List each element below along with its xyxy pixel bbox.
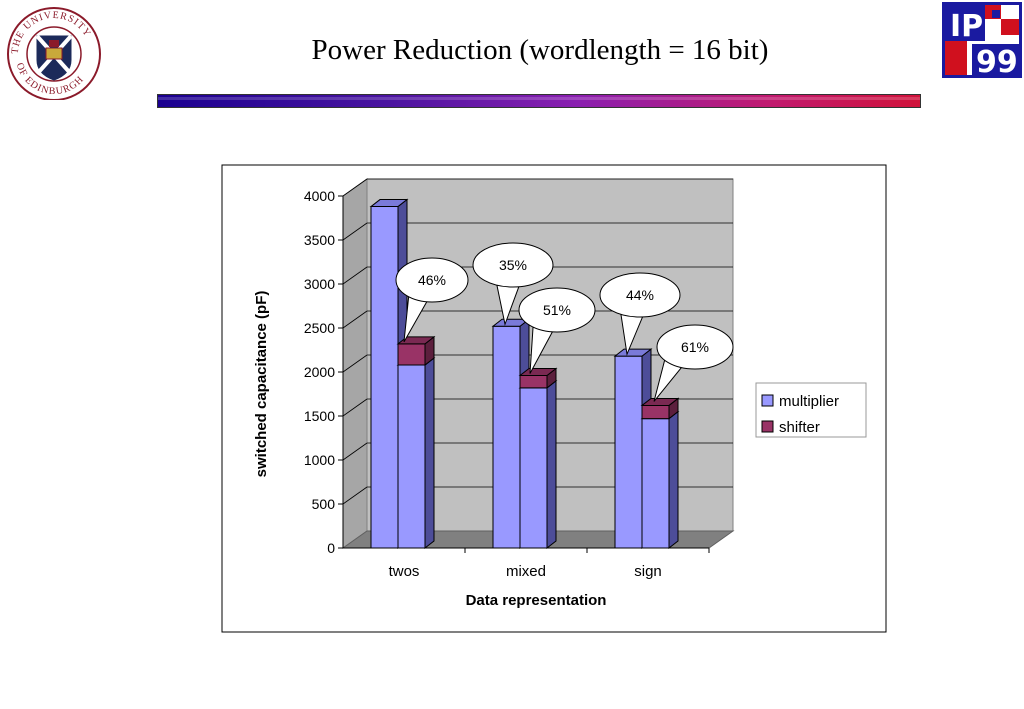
callout-bubble [599, 272, 681, 318]
callout-joint [407, 296, 428, 302]
x-tick-label: mixed [506, 563, 546, 580]
callout-joint [619, 314, 644, 317]
bar-shifter-mixed-top [518, 368, 558, 377]
bar-multiplier-base-mixed-side [546, 379, 557, 550]
title-divider-bar [157, 94, 921, 108]
y-tick-label: 2500 [304, 320, 335, 336]
y-tick-label: 500 [312, 496, 336, 512]
callout-label: 46% [418, 272, 446, 288]
callout-joint [532, 327, 554, 332]
legend-swatch-shifter [761, 420, 774, 433]
y-axis-title: switched capacitance (pF) [253, 291, 270, 478]
bar-multiplier-base-sign-side [668, 410, 679, 550]
callout-label: 44% [626, 287, 654, 303]
ip99-logo: IP 99 [942, 2, 1022, 78]
gridline-side [342, 310, 368, 329]
legend-label-shifter: shifter [779, 419, 820, 436]
y-tick-label: 4000 [304, 188, 335, 204]
y-tick-label: 3500 [304, 232, 335, 248]
callout-joint [495, 285, 520, 287]
gridline-side [342, 222, 368, 241]
legend-box [755, 382, 867, 438]
callout-bubble [395, 257, 469, 303]
logo-ip-text: IP [950, 9, 983, 44]
callout-bubble [472, 242, 554, 288]
bar-multiplier-twos-top [369, 199, 409, 208]
bar-multiplier-sign-top [613, 348, 653, 357]
y-tick-label: 1000 [304, 452, 335, 468]
callout-bubble [518, 287, 596, 333]
callout-label: 35% [499, 257, 527, 273]
x-tick-label: sign [634, 563, 662, 580]
callout-label: 51% [543, 302, 571, 318]
y-tick-label: 2000 [304, 364, 335, 380]
bar-shifter-twos [397, 343, 426, 366]
callout-joint [663, 360, 683, 368]
gridline-side [342, 178, 368, 197]
gridline-side [342, 486, 368, 505]
slide-title: Power Reduction (wordlength = 16 bit) [311, 34, 769, 66]
bar-shifter-sign [641, 404, 670, 420]
logo-99-text: 99 [976, 45, 1018, 78]
x-tick-label: twos [389, 563, 420, 580]
bar-multiplier-base-twos-side [424, 356, 435, 550]
callout-bubble [656, 324, 734, 370]
legend-label-multiplier: multiplier [779, 393, 839, 410]
gridline-side [342, 398, 368, 417]
bar-multiplier-twos [370, 206, 399, 549]
bar-shifter-sign-top [640, 397, 680, 406]
legend-swatch-multiplier [761, 394, 774, 407]
callout-label: 61% [681, 339, 709, 355]
bar-multiplier-base-twos [397, 364, 426, 549]
bar-multiplier-mixed [492, 325, 521, 549]
gridline-side [342, 354, 368, 373]
bar-multiplier-base-mixed [519, 387, 548, 549]
bar-multiplier-sign [614, 355, 643, 549]
x-axis-title: Data representation [466, 592, 607, 609]
y-tick-label: 1500 [304, 408, 335, 424]
gridline-side [342, 266, 368, 285]
bar-shifter-mixed [519, 375, 548, 389]
bar-multiplier-base-sign [641, 418, 670, 549]
university-logo: THE UNIVERSITY OF EDINBURGH [7, 7, 101, 100]
y-tick-label: 3000 [304, 276, 335, 292]
gridline-side [342, 442, 368, 461]
y-tick-label: 0 [327, 540, 335, 556]
